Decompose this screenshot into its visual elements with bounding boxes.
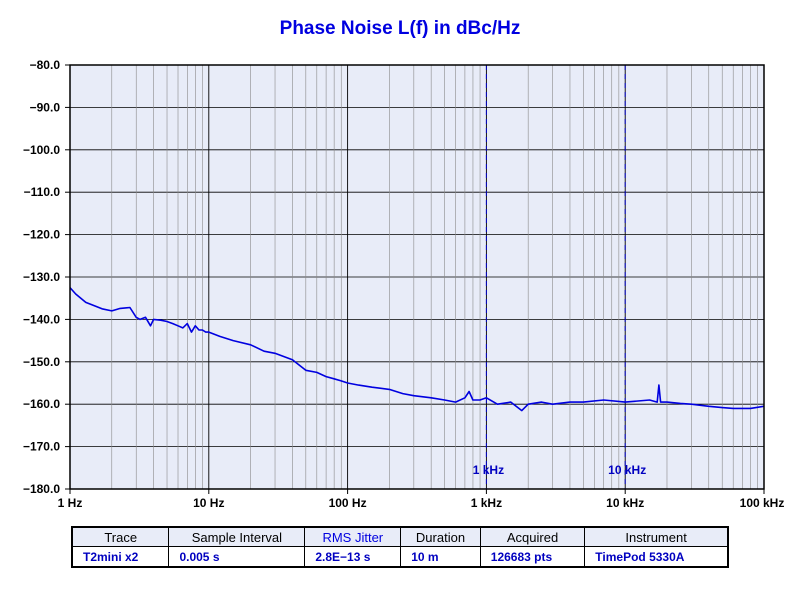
value-rms-jitter: 2.8E−13 s (304, 546, 402, 568)
y-tick-label: −80.0 (30, 58, 61, 72)
x-tick-label: 10 Hz (193, 496, 224, 510)
y-tick-label: −110.0 (24, 185, 61, 199)
x-tick-label: 1 kHz (471, 496, 502, 510)
y-tick-label: −130.0 (23, 270, 60, 284)
marker-label: 10 kHz (608, 463, 646, 477)
measurement-info-table: Trace Sample Interval RMS Jitter Duratio… (71, 526, 729, 568)
value-duration: 10 m (400, 546, 481, 568)
series-layer (69, 287, 765, 412)
value-sample-interval: 0.005 s (168, 546, 306, 568)
marker-label: 1 kHz (473, 463, 504, 477)
header-trace: Trace (71, 526, 170, 547)
info-header-row: Trace Sample Interval RMS Jitter Duratio… (71, 526, 729, 547)
chart-title: Phase Noise L(f) in dBc/Hz (279, 18, 521, 39)
y-tick-label: −170.0 (23, 440, 60, 454)
x-tick-label: 100 Hz (329, 496, 367, 510)
x-axis: 1 Hz 10 Hz 100 Hz 1 kHz 10 kHz 100 kHz (58, 489, 785, 510)
header-acquired: Acquired (479, 526, 586, 547)
y-axis: −80.0 −90.0 −100.0 −110.0 −120.0 −130.0 −140.0… (23, 58, 70, 496)
header-duration: Duration (400, 526, 481, 547)
y-tick-label: −160.0 (23, 397, 60, 411)
y-tick-label: −180.0 (23, 482, 60, 496)
y-tick-label: −90.0 (30, 100, 61, 114)
header-instrument: Instrument (584, 526, 729, 547)
phase-noise-chart: 1 kHz 10 kHz −80.0 −90.0 −100.0 −110.0 −120.0… (23, 58, 785, 510)
header-sample-interval: Sample Interval (168, 526, 306, 547)
y-tick-label: −140.0 (23, 312, 60, 326)
value-trace: T2mini x2 (71, 546, 170, 568)
frequency-markers: 1 kHz 10 kHz (473, 65, 646, 489)
header-rms-jitter: RMS Jitter (304, 526, 402, 547)
x-tick-label: 100 kHz (740, 496, 785, 510)
x-tick-label: 10 kHz (606, 496, 644, 510)
x-tick-label: 1 Hz (58, 496, 83, 510)
phase-noise-series-line (69, 287, 765, 412)
y-tick-label: −120.0 (23, 228, 60, 242)
y-tick-label: −150.0 (23, 355, 60, 369)
info-value-row: T2mini x2 0.005 s 2.8E−13 s 10 m 126683 … (71, 546, 729, 568)
value-acquired: 126683 pts (479, 546, 586, 568)
y-tick-label: −100.0 (23, 143, 60, 157)
value-instrument: TimePod 5330A (584, 546, 729, 568)
